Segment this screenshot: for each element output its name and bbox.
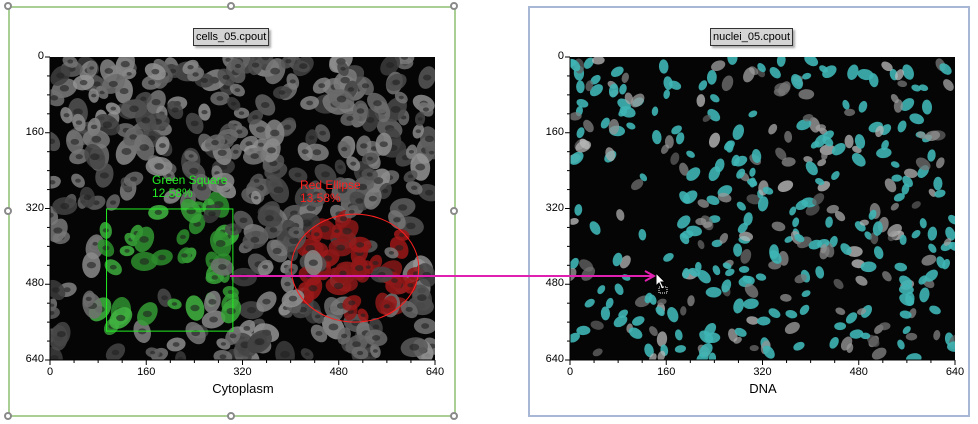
resize-handle-tc[interactable]: [227, 2, 235, 10]
resize-handle-bl[interactable]: [4, 412, 12, 420]
plot-title[interactable]: nuclei_05.cpout: [710, 28, 794, 46]
x-tick-label: 480: [849, 366, 868, 378]
green-square-gate[interactable]: [106, 208, 234, 332]
y-tick-label: 320: [25, 201, 44, 214]
x-tick-label: 0: [566, 366, 574, 378]
gate-percent: 12.58%: [152, 186, 193, 200]
y-tick-label: 0: [37, 50, 44, 62]
gate-name: Red Ellipse: [300, 178, 361, 192]
drag-copy-cursor-icon: [655, 272, 668, 294]
resize-handle-bc[interactable]: [227, 412, 235, 420]
resize-handle-mr[interactable]: [450, 207, 458, 215]
red-ellipse-gate-label[interactable]: Red Ellipse 13.58%: [300, 179, 361, 205]
resize-handle-br[interactable]: [450, 412, 458, 420]
y-tick-label: 640: [545, 353, 564, 365]
plot-axes: [565, 56, 956, 365]
y-tick-label: 160: [545, 125, 564, 138]
x-tick-label: 640: [425, 366, 445, 378]
gate-percent: 13.58%: [300, 191, 341, 205]
x-tick-label: 480: [329, 366, 348, 378]
resize-handle-ml[interactable]: [4, 207, 12, 215]
gate-name: Green Square: [152, 173, 228, 187]
dna-plot-panel[interactable]: [528, 6, 970, 417]
plot-axes: [45, 56, 436, 365]
x-tick-label: 320: [753, 366, 772, 378]
y-tick-label: 480: [25, 277, 44, 290]
y-tick-label: 480: [545, 277, 564, 290]
x-axis-label: DNA: [749, 381, 777, 396]
resize-handle-tl[interactable]: [4, 2, 12, 10]
x-tick-label: 160: [137, 366, 156, 378]
cytoplasm-image[interactable]: [50, 57, 435, 360]
x-tick-label: 320: [233, 366, 252, 378]
resize-handle-tr[interactable]: [450, 2, 458, 10]
dna-image[interactable]: [570, 57, 955, 360]
x-axis-label: Cytoplasm: [212, 381, 274, 396]
y-tick-label: 0: [557, 50, 564, 62]
nuclei-image-render: [570, 57, 955, 360]
plot-title[interactable]: cells_05.cpout: [193, 28, 270, 46]
red-ellipse-gate[interactable]: [290, 213, 420, 323]
cell-image-render: [50, 57, 435, 360]
y-tick-label: 320: [545, 201, 564, 214]
y-tick-label: 640: [25, 353, 44, 365]
y-tick-label: 160: [25, 125, 44, 138]
green-square-gate-label[interactable]: Green Square 12.58%: [152, 174, 227, 200]
x-tick-label: 640: [945, 366, 965, 378]
x-tick-label: 160: [657, 366, 676, 378]
x-tick-label: 0: [46, 366, 54, 378]
